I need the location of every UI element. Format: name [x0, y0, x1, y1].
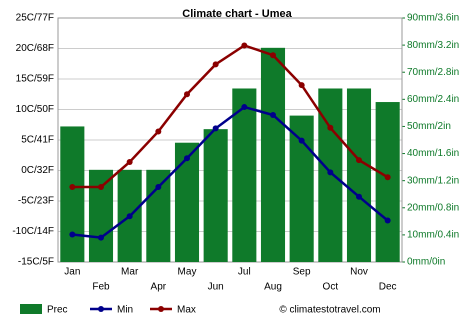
y2-tick-label: 10mm/0.4in: [407, 230, 459, 241]
plot-frame: [57, 17, 403, 263]
y-tick-label: 10C/50F: [16, 104, 54, 115]
y2-tick-label: 80mm/3.2in: [407, 40, 459, 51]
line: [72, 105, 389, 239]
bar: [232, 88, 257, 262]
x-tick-label: Oct: [323, 282, 339, 293]
bar: [203, 129, 228, 262]
point: [384, 217, 391, 224]
y-tick-label: -15C/5F: [18, 257, 54, 268]
point: [270, 52, 276, 59]
point: [155, 128, 162, 135]
y-tick-label: -5C/23F: [18, 196, 54, 207]
x-tick-label: May: [178, 267, 197, 278]
point: [327, 124, 334, 131]
x-tick-label: Jan: [64, 267, 80, 278]
y2-tick-label: 0mm/0in: [407, 257, 445, 268]
y-tick-label: -10C/14F: [12, 226, 54, 237]
point: [241, 104, 248, 111]
y-tick-label: 15C/59F: [16, 74, 54, 85]
point: [69, 183, 76, 190]
point: [98, 234, 104, 241]
y2-tick-label: 20mm/0.8in: [407, 202, 459, 213]
line: [72, 44, 389, 189]
point: [212, 61, 219, 68]
point: [184, 155, 190, 162]
x-tick-label: Jun: [208, 282, 224, 293]
bar: [60, 126, 85, 262]
x-tick-label: Aug: [264, 282, 282, 293]
point: [384, 174, 391, 181]
bar: [174, 142, 200, 262]
bar: [289, 115, 314, 262]
x-tick-label: Feb: [92, 282, 110, 293]
point: [356, 193, 362, 200]
y2-tick-label: 50mm/2in: [407, 121, 451, 132]
point: [126, 158, 133, 165]
point: [69, 231, 76, 238]
bar: [346, 88, 372, 262]
y-tick-label: 25C/77F: [16, 13, 54, 24]
y2-tick-label: 70mm/2.8in: [407, 67, 459, 78]
y-tick-label: 20C/68F: [16, 43, 54, 54]
y-tick-label: 5C/41F: [21, 135, 54, 146]
point: [155, 183, 162, 190]
y-tick-label: 0C/32F: [21, 165, 54, 176]
point: [356, 157, 362, 164]
point: [270, 111, 276, 118]
x-tick-label: Jul: [238, 267, 251, 278]
y2-tick-label: 30mm/1.2in: [407, 175, 459, 186]
point: [298, 137, 305, 144]
point: [298, 82, 305, 89]
point: [126, 213, 133, 220]
point: [327, 169, 334, 176]
legend-label: Max: [177, 305, 196, 316]
chart-title: Climate chart - Umea: [182, 8, 292, 20]
bar: [375, 102, 400, 263]
legend-swatch: [20, 304, 42, 314]
x-tick-label: Dec: [379, 282, 397, 293]
credit: © climatestotravel.com: [279, 305, 380, 316]
point: [184, 91, 190, 98]
x-tick-label: Sep: [293, 267, 311, 278]
bar: [260, 47, 286, 263]
y2-tick-label: 60mm/2.4in: [407, 94, 459, 105]
y2-tick-label: 40mm/1.6in: [407, 148, 459, 159]
legend-label: Min: [117, 305, 133, 316]
point: [98, 183, 104, 190]
legend-swatch: [98, 306, 104, 312]
x-tick-label: Apr: [151, 282, 167, 293]
x-tick-label: Nov: [350, 267, 368, 278]
x-tick-label: Mar: [121, 267, 139, 278]
legend-label: Prec: [47, 305, 68, 316]
y2-tick-label: 90mm/3.6in: [407, 13, 459, 24]
bar: [88, 169, 114, 262]
point: [241, 42, 248, 49]
legend-swatch: [158, 306, 164, 312]
bar: [146, 169, 171, 262]
point: [212, 125, 219, 132]
